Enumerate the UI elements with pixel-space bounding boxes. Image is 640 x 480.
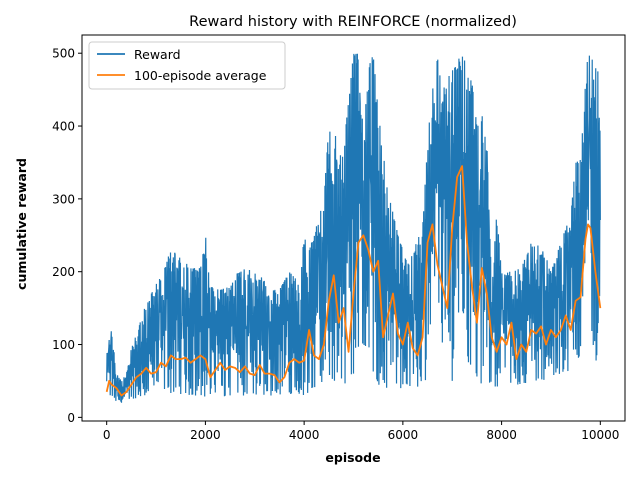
y-tick-label: 100	[52, 338, 75, 352]
y-axis-label: cumulative reward	[14, 158, 29, 290]
y-tick-label: 0	[67, 411, 75, 425]
chart-title: Reward history with REINFORCE (normalize…	[189, 14, 517, 30]
x-tick-label: 4000	[289, 428, 320, 442]
y-tick-label: 400	[52, 120, 75, 134]
x-tick-label: 8000	[486, 428, 517, 442]
legend-box	[88, 41, 286, 90]
plot-data-layer	[105, 53, 602, 403]
reward-series-line	[106, 53, 601, 403]
y-tick-label: 200	[52, 265, 75, 279]
average-series-line	[105, 165, 602, 397]
x-tick-label: 6000	[388, 428, 419, 442]
y-tick-label: 300	[52, 192, 75, 206]
x-axis: 0 2000 4000 6000 8000 10000	[103, 421, 619, 442]
x-tick-label: 10000	[581, 428, 619, 442]
plot-frame	[81, 34, 626, 422]
x-axis-label: episode	[325, 450, 380, 465]
legend: Reward 100-episode average	[88, 41, 286, 90]
x-tick-label: 0	[103, 428, 111, 442]
y-axis: 0 100 200 300 400 500	[52, 47, 82, 425]
y-tick-label: 500	[52, 47, 75, 61]
legend-label-average: 100-episode average	[134, 68, 267, 83]
legend-label-reward: Reward	[134, 47, 181, 62]
x-tick-label: 2000	[190, 428, 221, 442]
